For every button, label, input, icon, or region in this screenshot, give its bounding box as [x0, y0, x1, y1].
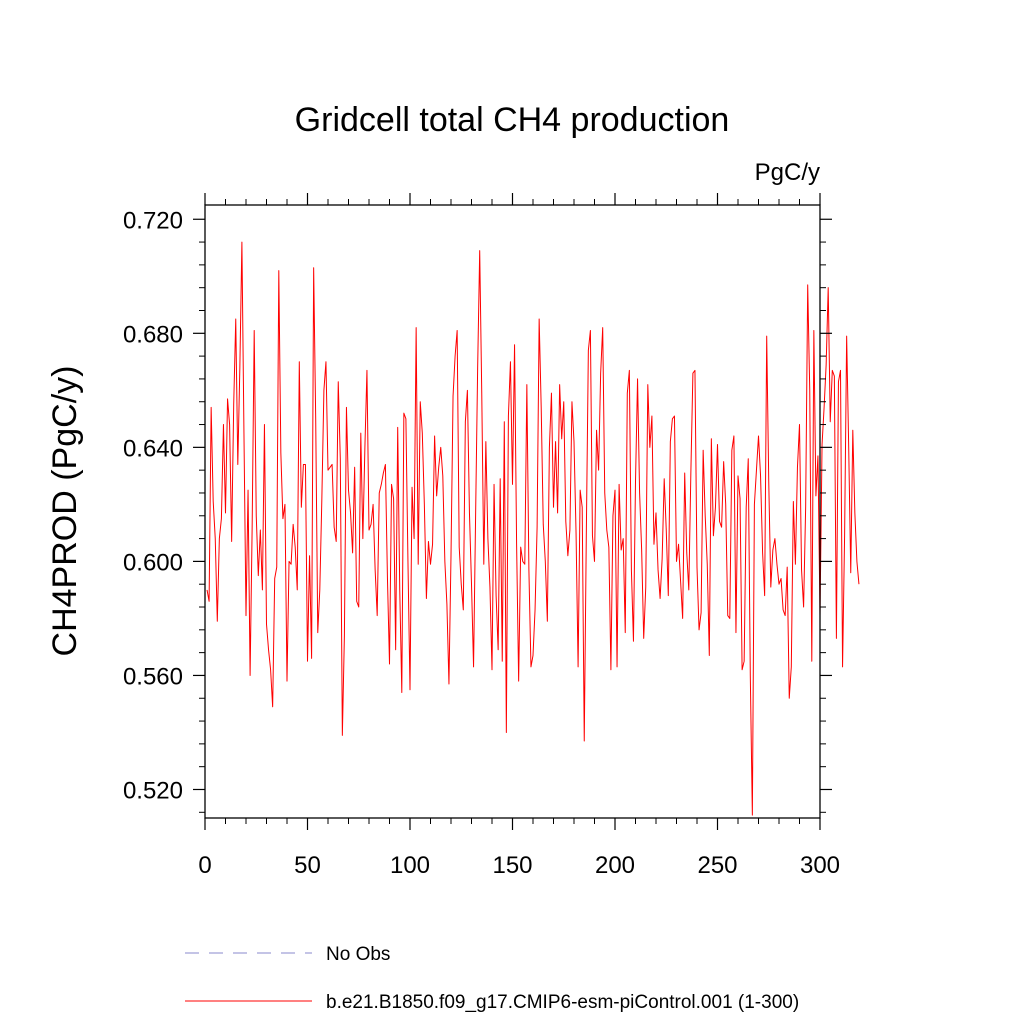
units-label: PgC/y	[755, 159, 820, 186]
legend-label-model: b.e21.B1850.f09_g17.CMIP6-esm-piControl.…	[326, 992, 799, 1013]
y-tick-label: 0.520	[123, 777, 183, 804]
x-tick-label: 200	[595, 852, 635, 879]
legend: No Obs b.e21.B1850.f09_g17.CMIP6-esm-piC…	[185, 944, 799, 1013]
y-axis-label: CH4PROD (PgC/y)	[46, 366, 84, 657]
x-tick-label: 100	[390, 852, 430, 879]
axes: 0 50 100 150 200 250 300 0.520 0.560 0.600 0.640 0.…	[123, 193, 840, 879]
x-tick-label: 0	[198, 852, 211, 879]
y-tick-label: 0.560	[123, 663, 183, 690]
series-line	[206, 241, 860, 816]
x-tick-label: 150	[492, 852, 532, 879]
x-tick-label: 300	[800, 852, 840, 879]
chart-title: Gridcell total CH4 production	[295, 101, 730, 139]
x-tick-label: 50	[294, 852, 321, 879]
legend-label-no-obs: No Obs	[326, 944, 390, 965]
x-tick-label: 250	[697, 852, 737, 879]
plot-area	[206, 241, 860, 816]
plot-frame	[204, 204, 821, 819]
y-tick-label: 0.720	[123, 207, 183, 234]
y-tick-label: 0.680	[123, 321, 183, 348]
y-tick-label: 0.600	[123, 549, 183, 576]
y-tick-label: 0.640	[123, 435, 183, 462]
